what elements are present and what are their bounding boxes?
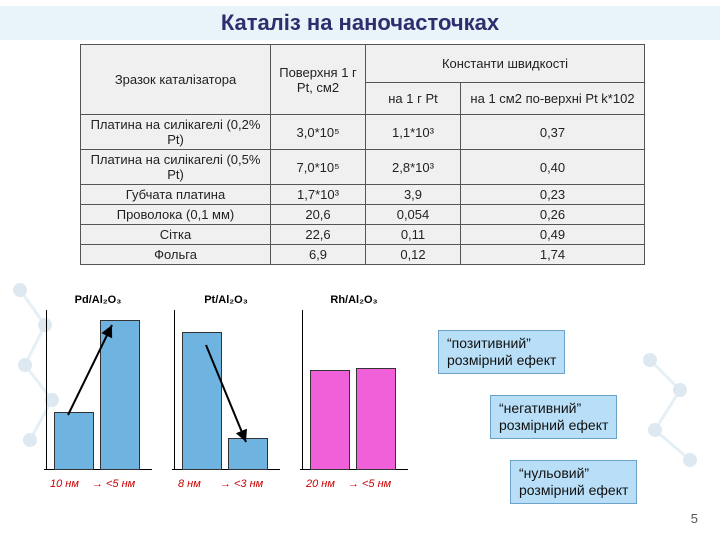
x-label: 8 нм: [178, 478, 201, 490]
bar: [356, 368, 396, 470]
x-label: <5 нм: [362, 478, 391, 490]
table-cell: Сітка: [81, 225, 271, 245]
effect-callout: “негативний”розмірний ефект: [490, 395, 617, 439]
effect-callout: “позитивний”розмірний ефект: [438, 330, 565, 374]
bar: [310, 370, 350, 470]
table-cell: 7,0*10⁵: [271, 150, 366, 185]
page-number: 5: [691, 511, 698, 526]
bar-chart: Pd/Al₂O₃10 нм→<5 нм: [48, 300, 148, 500]
table-cell: 1,7*10³: [271, 185, 366, 205]
table-cell: 3,9: [366, 185, 461, 205]
table-cell: 1,1*10³: [366, 115, 461, 150]
th-sample: Зразок каталізатора: [81, 45, 271, 115]
table-cell: Проволока (0,1 мм): [81, 205, 271, 225]
x-label: 20 нм: [306, 478, 335, 490]
table-cell: 2,8*10³: [366, 150, 461, 185]
bar-chart: Pt/Al₂O₃8 нм→<3 нм: [176, 300, 276, 500]
x-arrow-icon: →: [220, 478, 231, 490]
size-effect-charts: Pd/Al₂O₃10 нм→<5 нмPt/Al₂O₃8 нм→<3 нмRh/…: [48, 300, 418, 500]
x-label: 10 нм: [50, 478, 79, 490]
x-label: <5 нм: [106, 478, 135, 490]
table-cell: 0,23: [461, 185, 645, 205]
chart-label: Rh/Al₂O₃: [304, 294, 404, 306]
x-arrow-icon: →: [92, 478, 103, 490]
th-per-cm2: на 1 см2 по-верхні Pt k*102: [461, 83, 645, 115]
table-cell: 0,054: [366, 205, 461, 225]
table-cell: Платина на силікагелі (0,2% Pt): [81, 115, 271, 150]
trend-arrow: [176, 300, 276, 470]
page-title: Каталіз на наночасточках: [0, 6, 720, 40]
x-label: <3 нм: [234, 478, 263, 490]
table-cell: 20,6: [271, 205, 366, 225]
table-cell: Фольга: [81, 245, 271, 265]
table-cell: 0,26: [461, 205, 645, 225]
table-cell: 0,12: [366, 245, 461, 265]
bar-chart: Rh/Al₂O₃20 нм→<5 нм: [304, 300, 404, 500]
x-arrow-icon: →: [348, 478, 359, 490]
trend-arrow: [48, 300, 148, 470]
table-cell: 22,6: [271, 225, 366, 245]
effect-callout: “нульовий”розмірний ефект: [510, 460, 637, 504]
table-cell: 1,74: [461, 245, 645, 265]
th-per-g: на 1 г Pt: [366, 83, 461, 115]
table-cell: 3,0*10⁵: [271, 115, 366, 150]
table-cell: Платина на силікагелі (0,5% Pt): [81, 150, 271, 185]
table-cell: 0,11: [366, 225, 461, 245]
catalyst-table: Зразок каталізатора Поверхня 1 г Pt, см2…: [80, 44, 645, 265]
table-cell: Губчата платина: [81, 185, 271, 205]
th-constants: Константи швидкості: [366, 45, 645, 83]
table-cell: 0,40: [461, 150, 645, 185]
th-surface: Поверхня 1 г Pt, см2: [271, 45, 366, 115]
table-cell: 0,37: [461, 115, 645, 150]
table-cell: 6,9: [271, 245, 366, 265]
table-cell: 0,49: [461, 225, 645, 245]
